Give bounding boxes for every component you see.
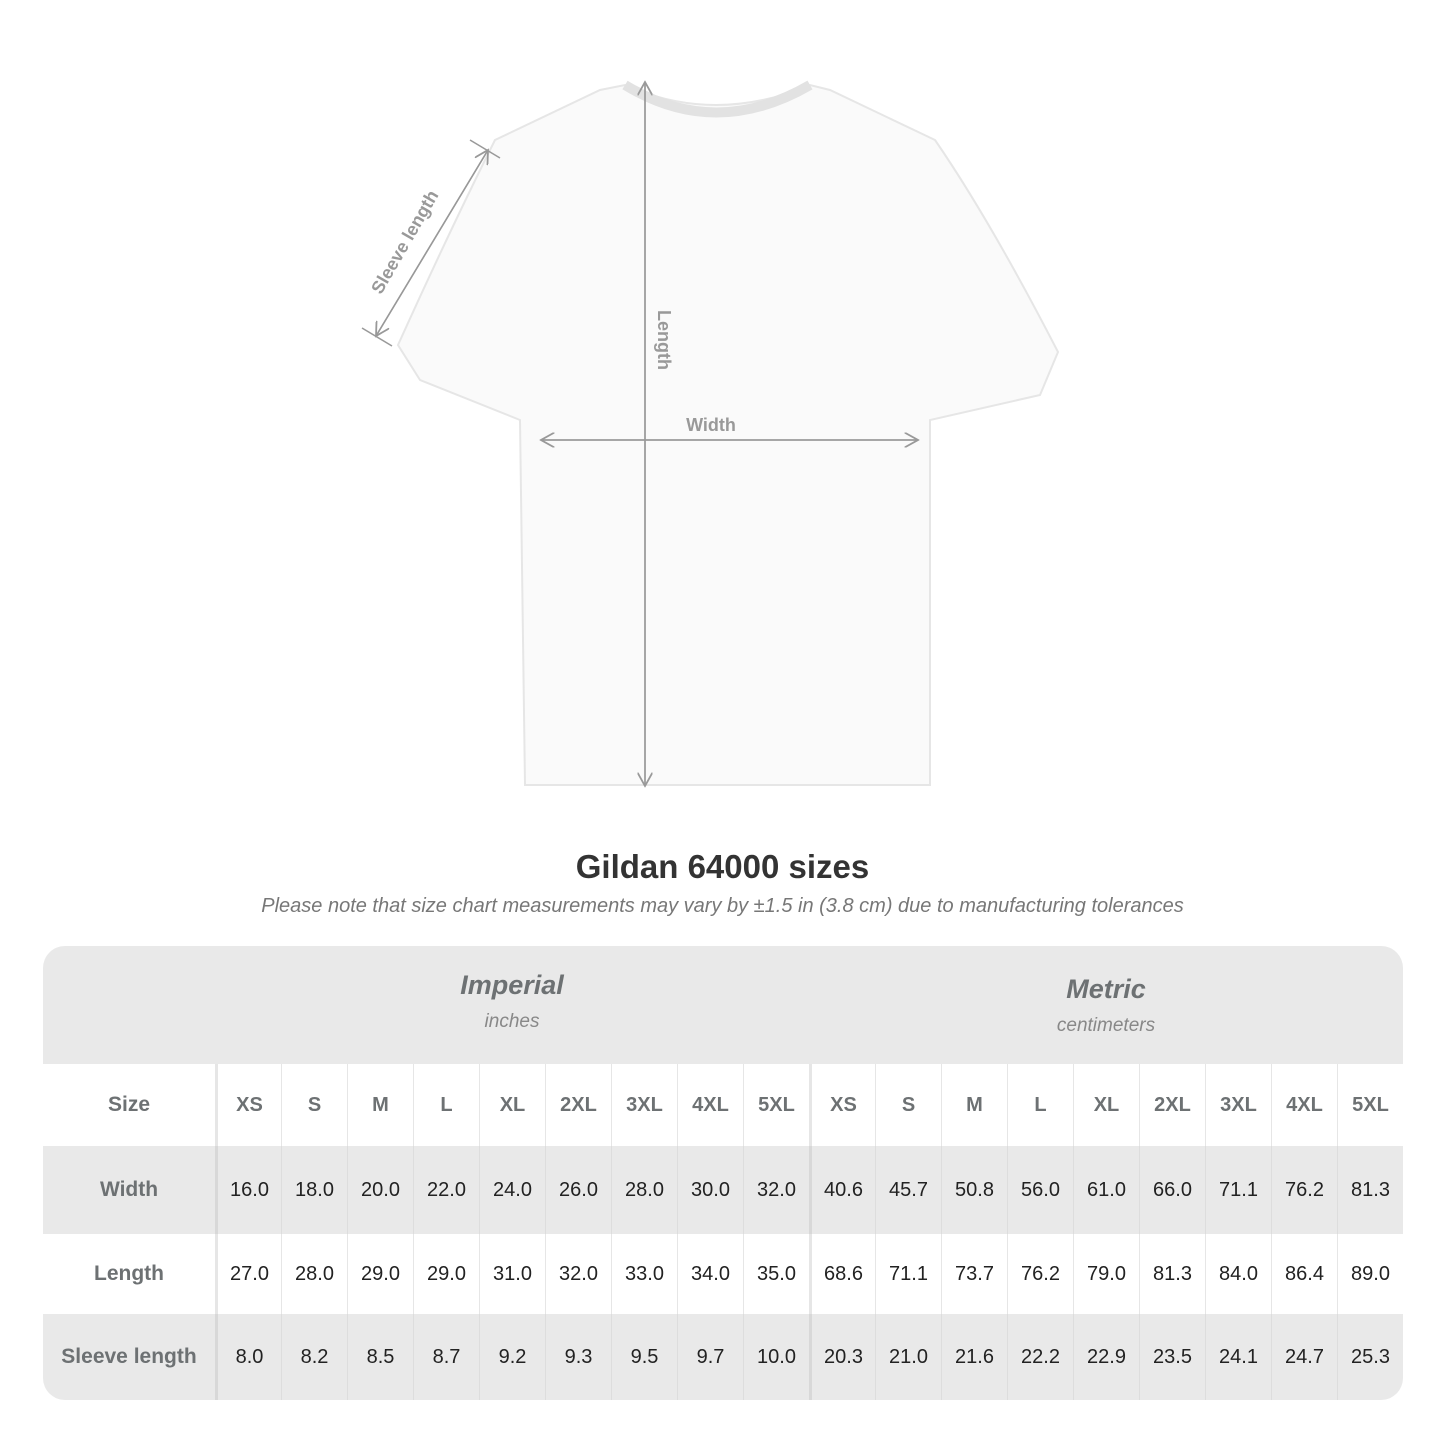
table-cell: 29.0 xyxy=(413,1234,479,1314)
table-cell: 9.3 xyxy=(545,1314,611,1400)
size-header-row: Size XS S M L XL 2XL 3XL 4XL 5XL XS S M L XL 2XL 3XL 4XL 5… xyxy=(43,1064,1403,1146)
table-cell: 20.0 xyxy=(347,1146,413,1234)
table-row: Sleeve length 8.0 8.2 8.5 8.7 9.2 9.3 9.5 9.7 10.… xyxy=(43,1314,1403,1400)
table-cell: 10.0 xyxy=(743,1314,809,1400)
size-header-cell: 3XL xyxy=(611,1064,677,1146)
size-header-cell: S xyxy=(281,1064,347,1146)
table-cell: 79.0 xyxy=(1073,1234,1139,1314)
table-cell: 28.0 xyxy=(281,1234,347,1314)
table-cell: 18.0 xyxy=(281,1146,347,1234)
table-cell: 66.0 xyxy=(1139,1146,1205,1234)
table-cell: 71.1 xyxy=(1205,1146,1271,1234)
table-row: Width 16.0 18.0 20.0 22.0 24.0 26.0 28.0 30.0 32.… xyxy=(43,1146,1403,1234)
table-cell: 8.5 xyxy=(347,1314,413,1400)
table-cell: 81.3 xyxy=(1139,1234,1205,1314)
table-cell: 84.0 xyxy=(1205,1234,1271,1314)
size-header-cell: M xyxy=(941,1064,1007,1146)
table-cell: 9.7 xyxy=(677,1314,743,1400)
metric-heading: Metric xyxy=(1066,974,1146,1004)
table-cell: 24.0 xyxy=(479,1146,545,1234)
table-cell: 30.0 xyxy=(677,1146,743,1234)
chart-title: Gildan 64000 sizes xyxy=(575,848,870,885)
metric-header: Metric centimeters xyxy=(809,974,1403,1092)
table-cell: 81.3 xyxy=(1337,1146,1403,1234)
table-cell: 32.0 xyxy=(545,1234,611,1314)
table-cell: 25.3 xyxy=(1337,1314,1403,1400)
table-cell: 9.5 xyxy=(611,1314,677,1400)
table-cell: 8.7 xyxy=(413,1314,479,1400)
row-label: Length xyxy=(94,1262,164,1285)
table-cell: 56.0 xyxy=(1007,1146,1073,1234)
size-header-cell: 5XL xyxy=(1337,1064,1403,1146)
row-label: Size xyxy=(107,1093,151,1116)
size-header-cell: L xyxy=(413,1064,479,1146)
table-cell: 61.0 xyxy=(1073,1146,1139,1234)
table-cell: 22.0 xyxy=(413,1146,479,1234)
table-cell: 40.6 xyxy=(809,1146,875,1234)
width-label: Width xyxy=(686,415,736,435)
table-cell: 89.0 xyxy=(1337,1234,1403,1314)
table-cell: 22.9 xyxy=(1073,1314,1139,1400)
row-label: Sleeve length xyxy=(61,1345,197,1368)
imperial-unit: inches xyxy=(484,1011,540,1032)
size-table: Imperial inches Metric centimeters Size X… xyxy=(43,946,1403,1400)
table-cell: 21.0 xyxy=(875,1314,941,1400)
table-row: Length 27.0 28.0 29.0 29.0 31.0 32.0 33.0 34.0 35… xyxy=(43,1234,1403,1314)
size-header-cell: L xyxy=(1007,1064,1073,1146)
table-cell: 8.2 xyxy=(281,1314,347,1400)
table-cell: 23.5 xyxy=(1139,1314,1205,1400)
table-cell: 29.0 xyxy=(347,1234,413,1314)
table-cell: 86.4 xyxy=(1271,1234,1337,1314)
size-header-cell: S xyxy=(875,1064,941,1146)
table-cell: 45.7 xyxy=(875,1146,941,1234)
table-cell: 32.0 xyxy=(743,1146,809,1234)
table-cell: 35.0 xyxy=(743,1234,809,1314)
table-cell: 21.6 xyxy=(941,1314,1007,1400)
table-cell: 27.0 xyxy=(215,1234,281,1314)
table-cell: 26.0 xyxy=(545,1146,611,1234)
table-cell: 9.2 xyxy=(479,1314,545,1400)
table-cell: 76.2 xyxy=(1271,1146,1337,1234)
size-header-cell: 3XL xyxy=(1205,1064,1271,1146)
table-cell: 33.0 xyxy=(611,1234,677,1314)
size-header-cell: 5XL xyxy=(743,1064,809,1146)
table-cell: 76.2 xyxy=(1007,1234,1073,1314)
table-cell: 8.0 xyxy=(215,1314,281,1400)
table-cell: 20.3 xyxy=(809,1314,875,1400)
metric-unit: centimeters xyxy=(1056,1015,1156,1036)
imperial-header: Imperial inches xyxy=(215,970,809,1088)
size-header-cell: XL xyxy=(1073,1064,1139,1146)
table-cell: 31.0 xyxy=(479,1234,545,1314)
table-cell: 68.6 xyxy=(809,1234,875,1314)
length-label: Length xyxy=(654,310,674,370)
table-cell: 16.0 xyxy=(215,1146,281,1234)
table-cell: 50.8 xyxy=(941,1146,1007,1234)
imperial-heading: Imperial xyxy=(460,970,564,1000)
size-header-cell: XS xyxy=(215,1064,281,1146)
table-cell: 28.0 xyxy=(611,1146,677,1234)
table-cell: 22.2 xyxy=(1007,1314,1073,1400)
size-header-cell: XL xyxy=(479,1064,545,1146)
tshirt-diagram: Sleeve length Length Width xyxy=(361,0,1060,840)
size-header-cell: M xyxy=(347,1064,413,1146)
table-cell: 34.0 xyxy=(677,1234,743,1314)
table-cell: 24.1 xyxy=(1205,1314,1271,1400)
size-header-cell: 2XL xyxy=(1139,1064,1205,1146)
size-header-cell: 4XL xyxy=(1271,1064,1337,1146)
size-header-cell: 2XL xyxy=(545,1064,611,1146)
tshirt-shape xyxy=(396,83,1060,786)
tolerance-note: Please note that size chart measurements… xyxy=(261,895,1184,917)
size-header-cell: 4XL xyxy=(677,1064,743,1146)
table-cell: 71.1 xyxy=(875,1234,941,1314)
size-header-cell: XS xyxy=(809,1064,875,1146)
table-cell: 73.7 xyxy=(941,1234,1007,1314)
table-cell: 24.7 xyxy=(1271,1314,1337,1400)
row-label: Width xyxy=(99,1178,159,1201)
